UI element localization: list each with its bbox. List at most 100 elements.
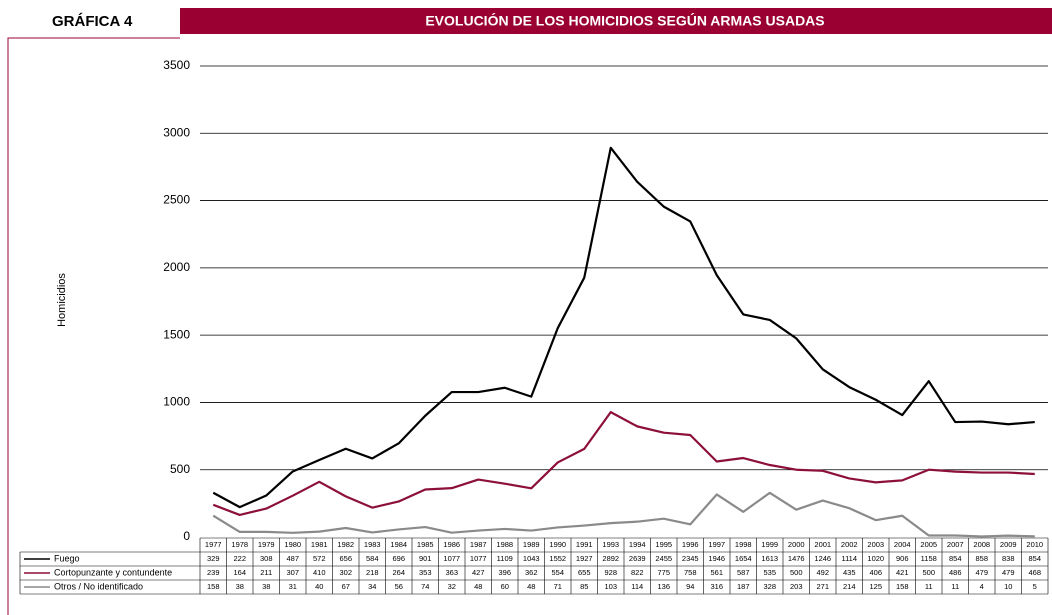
x-tick-label: 1995: [655, 540, 672, 549]
table-value: 85: [580, 582, 588, 591]
x-tick-label: 1989: [523, 540, 540, 549]
x-tick-label: 1993: [602, 540, 619, 549]
table-value: 158: [896, 582, 909, 591]
table-value: 114: [631, 582, 643, 591]
x-tick-label: 1980: [284, 540, 301, 549]
table-value: 125: [869, 582, 882, 591]
table-value: 264: [392, 568, 405, 577]
x-tick-label: 1990: [549, 540, 566, 549]
table-value: 94: [686, 582, 694, 591]
legend-label: Cortopunzante y contundente: [54, 567, 172, 577]
chart-label: GRÁFICA 4: [52, 13, 133, 30]
table-value: 492: [816, 568, 829, 577]
x-tick-label: 2007: [947, 540, 964, 549]
table-value: 554: [551, 568, 564, 577]
frame: [7, 37, 180, 615]
y-tick-label: 3000: [163, 125, 190, 139]
x-tick-label: 2001: [814, 540, 831, 549]
table-value: 838: [1002, 554, 1015, 563]
table-value: 158: [207, 582, 220, 591]
x-tick-label: 1997: [708, 540, 725, 549]
x-tick-label: 1978: [231, 540, 248, 549]
table-value: 396: [498, 568, 511, 577]
table-value: 758: [684, 568, 697, 577]
table-value: 587: [737, 568, 750, 577]
table-value: 302: [339, 568, 352, 577]
x-tick-label: 1998: [735, 540, 752, 549]
table-value: 1654: [735, 554, 752, 563]
table-value: 775: [657, 568, 670, 577]
table-value: 218: [366, 568, 379, 577]
y-tick-label: 0: [183, 529, 190, 543]
y-tick-label: 1500: [163, 327, 190, 341]
y-tick-label: 2000: [163, 260, 190, 274]
table-value: 1114: [841, 554, 857, 563]
table-value: 10: [1004, 582, 1012, 591]
x-tick-label: 2005: [920, 540, 937, 549]
table-value: 822: [631, 568, 644, 577]
x-tick-label: 1977: [205, 540, 222, 549]
x-tick-label: 1999: [761, 540, 778, 549]
series-line: [212, 411, 1035, 517]
table-value: 48: [527, 582, 535, 591]
x-tick-label: 2003: [867, 540, 884, 549]
x-tick-label: 1994: [629, 540, 646, 549]
table-value: 901: [419, 554, 432, 563]
table-value: 2639: [629, 554, 646, 563]
table-value: 2455: [655, 554, 672, 563]
table-value: 1613: [761, 554, 778, 563]
table-value: 136: [657, 582, 670, 591]
table-value: 187: [737, 582, 750, 591]
table-value: 38: [236, 582, 244, 591]
x-tick-label: 1981: [311, 540, 328, 549]
table-value: 656: [339, 554, 352, 563]
table-value: 406: [869, 568, 882, 577]
table-value: 561: [710, 568, 723, 577]
table-value: 71: [554, 582, 562, 591]
table-value: 40: [315, 582, 323, 591]
table-value: 74: [421, 582, 429, 591]
table-value: 32: [448, 582, 456, 591]
table-value: 11: [951, 582, 959, 591]
table-value: 410: [313, 568, 326, 577]
table-value: 500: [790, 568, 803, 577]
x-tick-label: 1991: [576, 540, 593, 549]
legend-label: Fuego: [54, 553, 80, 563]
table-value: 1246: [814, 554, 831, 563]
table-value: 222: [233, 554, 246, 563]
x-tick-label: 1987: [470, 540, 487, 549]
table-value: 487: [286, 554, 299, 563]
table-value: 572: [313, 554, 326, 563]
table-value: 5: [1033, 582, 1037, 591]
table-value: 1927: [576, 554, 593, 563]
chart-title: EVOLUCIÓN DE LOS HOMICIDIOS SEGÚN ARMAS …: [425, 12, 824, 29]
table-value: 31: [289, 582, 297, 591]
x-tick-label: 2004: [894, 540, 911, 549]
table-value: 435: [843, 568, 856, 577]
table-value: 1020: [867, 554, 884, 563]
table-value: 584: [366, 554, 379, 563]
table-value: 48: [474, 582, 482, 591]
table-value: 1077: [443, 554, 460, 563]
x-tick-label: 2000: [788, 540, 805, 549]
table-value: 421: [896, 568, 909, 577]
table-value: 468: [1028, 568, 1041, 577]
x-tick-label: 1985: [417, 540, 434, 549]
x-tick-label: 1986: [443, 540, 460, 549]
series-line: [212, 146, 1035, 509]
table-value: 906: [896, 554, 909, 563]
table-value: 56: [395, 582, 403, 591]
table-value: 1077: [470, 554, 487, 563]
table-value: 1552: [549, 554, 566, 563]
table-value: 329: [207, 554, 220, 563]
table-value: 164: [233, 568, 246, 577]
table-value: 479: [975, 568, 988, 577]
table-value: 535: [763, 568, 776, 577]
table-value: 427: [472, 568, 485, 577]
table-value: 1946: [708, 554, 725, 563]
table-value: 1043: [523, 554, 540, 563]
x-tick-label: 1982: [337, 540, 354, 549]
y-tick-label: 3500: [163, 58, 190, 72]
table-value: 1476: [788, 554, 805, 563]
